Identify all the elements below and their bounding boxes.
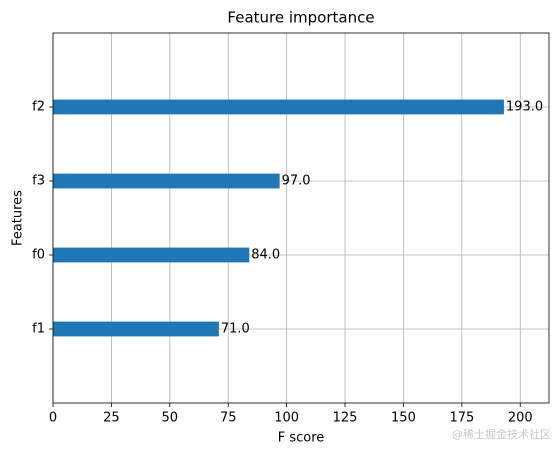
x-tick-label: 0 [49, 411, 57, 426]
x-tick-label: 75 [220, 411, 237, 426]
value-label: 97.0 [282, 174, 311, 189]
value-label: 193.0 [506, 100, 543, 115]
watermark: @稀土掘金技术社区 [452, 427, 551, 441]
x-tick-label: 125 [333, 411, 358, 426]
x-tick-label: 100 [274, 411, 299, 426]
bar [53, 321, 219, 337]
chart-title: Feature importance [227, 9, 374, 27]
y-tick-label: f3 [32, 174, 45, 189]
x-tick-label: 200 [508, 411, 533, 426]
x-tick-label: 50 [162, 411, 179, 426]
value-label: 84.0 [251, 248, 280, 263]
y-tick-label: f0 [32, 248, 45, 263]
plot-frame [52, 32, 550, 404]
y-tick-label: f2 [32, 100, 45, 115]
y-axis-label: Features [11, 190, 26, 246]
value-label: 71.0 [221, 322, 250, 337]
bar [53, 99, 504, 115]
bar [53, 247, 250, 263]
bar [53, 173, 280, 189]
x-tick-label: 150 [391, 411, 416, 426]
x-axis-label: F score [278, 431, 325, 446]
x-tick-label: 25 [103, 411, 120, 426]
y-tick-label: f1 [32, 322, 45, 337]
x-tick-label: 175 [449, 411, 474, 426]
